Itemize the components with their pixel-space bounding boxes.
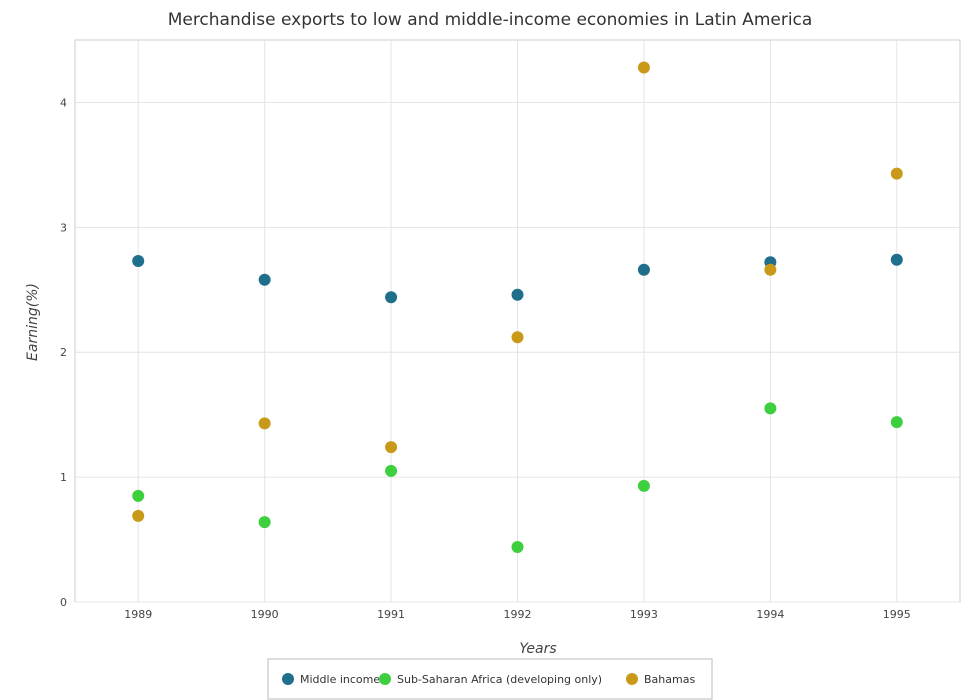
point-series-2-1990	[258, 417, 271, 430]
points-layer	[132, 61, 903, 554]
x-tick-label: 1991	[377, 608, 405, 621]
x-tick-label: 1993	[630, 608, 658, 621]
y-tick-label: 0	[60, 596, 67, 609]
point-series-1-1992	[511, 541, 524, 554]
legend-label: Middle income	[300, 673, 380, 686]
x-tick-label: 1995	[883, 608, 911, 621]
x-axis-label: Years	[519, 641, 556, 657]
point-series-2-1989	[132, 509, 145, 522]
point-series-2-1993	[637, 61, 650, 74]
point-series-2-1994	[764, 263, 777, 276]
x-tick-label: 1992	[504, 608, 532, 621]
x-tick-label: 1994	[756, 608, 784, 621]
legend-marker	[282, 673, 294, 685]
legend-label: Bahamas	[644, 673, 695, 686]
grid-layer	[74, 39, 961, 603]
y-tick-label: 3	[60, 221, 67, 234]
point-series-0-1991	[385, 291, 398, 304]
point-series-1-1993	[637, 479, 650, 492]
point-series-0-1989	[132, 255, 145, 268]
point-series-1-1991	[385, 464, 398, 477]
point-series-0-1990	[258, 273, 271, 286]
legend-marker	[626, 673, 638, 685]
axis-layer: 0 1 2 3 4 1989 1990 1991 1992 1993 1994 1995	[60, 96, 911, 621]
point-series-1-1989	[132, 489, 145, 502]
y-tick-label: 2	[60, 346, 67, 359]
x-tick-label: 1989	[124, 608, 152, 621]
y-tick-label: 1	[60, 471, 67, 484]
legend-label: Sub-Saharan Africa (developing only)	[397, 673, 602, 686]
point-series-0-1993	[637, 263, 650, 276]
point-series-2-1992	[511, 331, 524, 344]
point-series-1-1995	[890, 416, 903, 429]
point-series-1-1994	[764, 402, 777, 415]
y-axis-label: Earning(%)	[25, 283, 41, 361]
point-series-2-1995	[890, 167, 903, 180]
point-series-1-1990	[258, 516, 271, 529]
chart-title: Merchandise exports to low and middle-in…	[168, 10, 813, 30]
legend-marker	[379, 673, 391, 685]
point-series-0-1992	[511, 288, 524, 301]
x-tick-label: 1990	[251, 608, 279, 621]
point-series-0-1995	[890, 253, 903, 266]
point-series-2-1991	[385, 441, 398, 454]
legend: Middle income Sub-Saharan Africa (develop…	[267, 658, 713, 700]
y-tick-label: 4	[60, 96, 67, 109]
